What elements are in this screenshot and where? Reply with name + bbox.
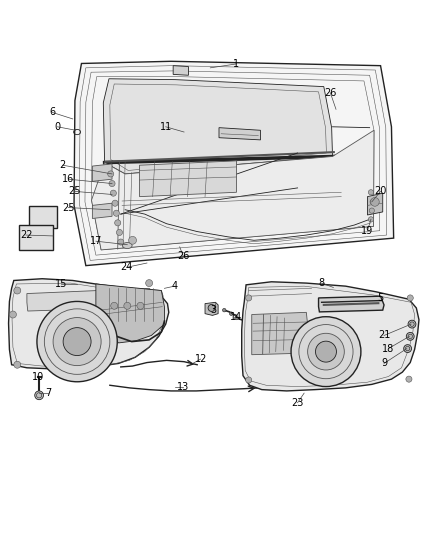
Circle shape	[235, 316, 238, 320]
Polygon shape	[318, 296, 384, 312]
Polygon shape	[29, 206, 57, 228]
Text: 5: 5	[378, 293, 384, 303]
Circle shape	[118, 239, 124, 245]
Circle shape	[117, 229, 123, 236]
Polygon shape	[242, 282, 419, 391]
Text: 20: 20	[374, 187, 387, 196]
Circle shape	[137, 302, 144, 309]
Text: 21: 21	[378, 330, 390, 341]
Circle shape	[112, 200, 118, 206]
Text: 25: 25	[69, 187, 81, 196]
Circle shape	[124, 302, 131, 309]
Text: 25: 25	[62, 203, 74, 213]
Circle shape	[370, 199, 375, 205]
Circle shape	[369, 208, 374, 213]
Text: 22: 22	[20, 230, 32, 240]
Circle shape	[315, 341, 336, 362]
Text: 4: 4	[171, 281, 177, 291]
Circle shape	[407, 295, 413, 301]
Text: 19: 19	[361, 225, 374, 236]
Polygon shape	[140, 161, 237, 197]
Text: 23: 23	[291, 398, 304, 408]
Polygon shape	[92, 164, 112, 181]
Polygon shape	[252, 312, 311, 354]
Text: 18: 18	[382, 344, 395, 353]
Circle shape	[230, 312, 233, 316]
Polygon shape	[19, 225, 53, 250]
Circle shape	[223, 309, 226, 312]
Polygon shape	[219, 128, 261, 140]
Circle shape	[35, 391, 43, 400]
Circle shape	[371, 198, 379, 206]
Text: 3: 3	[211, 305, 217, 315]
Ellipse shape	[123, 243, 132, 248]
Circle shape	[146, 280, 152, 287]
Text: 9: 9	[381, 358, 387, 368]
Circle shape	[408, 320, 416, 328]
Text: 26: 26	[177, 251, 189, 261]
Text: 11: 11	[159, 122, 172, 132]
Circle shape	[63, 328, 91, 356]
Circle shape	[113, 210, 120, 216]
Circle shape	[14, 287, 21, 294]
Circle shape	[406, 333, 414, 340]
Text: 8: 8	[318, 278, 325, 288]
Text: 7: 7	[45, 388, 51, 398]
Circle shape	[108, 171, 114, 177]
Polygon shape	[205, 302, 218, 316]
Polygon shape	[121, 287, 163, 302]
Circle shape	[307, 333, 344, 370]
Polygon shape	[173, 66, 188, 75]
Circle shape	[406, 376, 412, 382]
Text: 17: 17	[90, 236, 102, 246]
Text: 14: 14	[230, 312, 243, 322]
Polygon shape	[74, 61, 394, 265]
Polygon shape	[9, 279, 169, 369]
Polygon shape	[96, 284, 164, 343]
Circle shape	[208, 304, 215, 311]
Polygon shape	[27, 288, 160, 311]
Circle shape	[111, 302, 118, 309]
Text: 12: 12	[194, 354, 207, 364]
Text: 6: 6	[49, 107, 55, 117]
Polygon shape	[92, 130, 374, 250]
Circle shape	[10, 311, 16, 318]
Polygon shape	[367, 193, 383, 215]
Circle shape	[53, 318, 101, 366]
Polygon shape	[103, 79, 332, 174]
Circle shape	[109, 181, 115, 187]
Circle shape	[246, 295, 252, 301]
Circle shape	[14, 361, 21, 368]
Polygon shape	[92, 203, 112, 219]
Circle shape	[129, 236, 137, 244]
Text: 15: 15	[55, 279, 67, 289]
Text: 1: 1	[233, 59, 240, 69]
Circle shape	[110, 190, 117, 196]
Text: 13: 13	[177, 382, 189, 392]
Circle shape	[246, 377, 252, 383]
Text: 16: 16	[62, 174, 74, 184]
Circle shape	[37, 302, 117, 382]
Circle shape	[368, 190, 374, 195]
Text: 2: 2	[60, 160, 66, 170]
Text: 0: 0	[54, 122, 60, 132]
Circle shape	[115, 220, 121, 226]
Text: 10: 10	[32, 372, 44, 382]
Text: 26: 26	[324, 88, 336, 98]
Polygon shape	[100, 299, 158, 313]
Circle shape	[404, 345, 412, 352]
Circle shape	[368, 217, 374, 222]
Text: 24: 24	[120, 262, 133, 272]
Circle shape	[291, 317, 361, 386]
